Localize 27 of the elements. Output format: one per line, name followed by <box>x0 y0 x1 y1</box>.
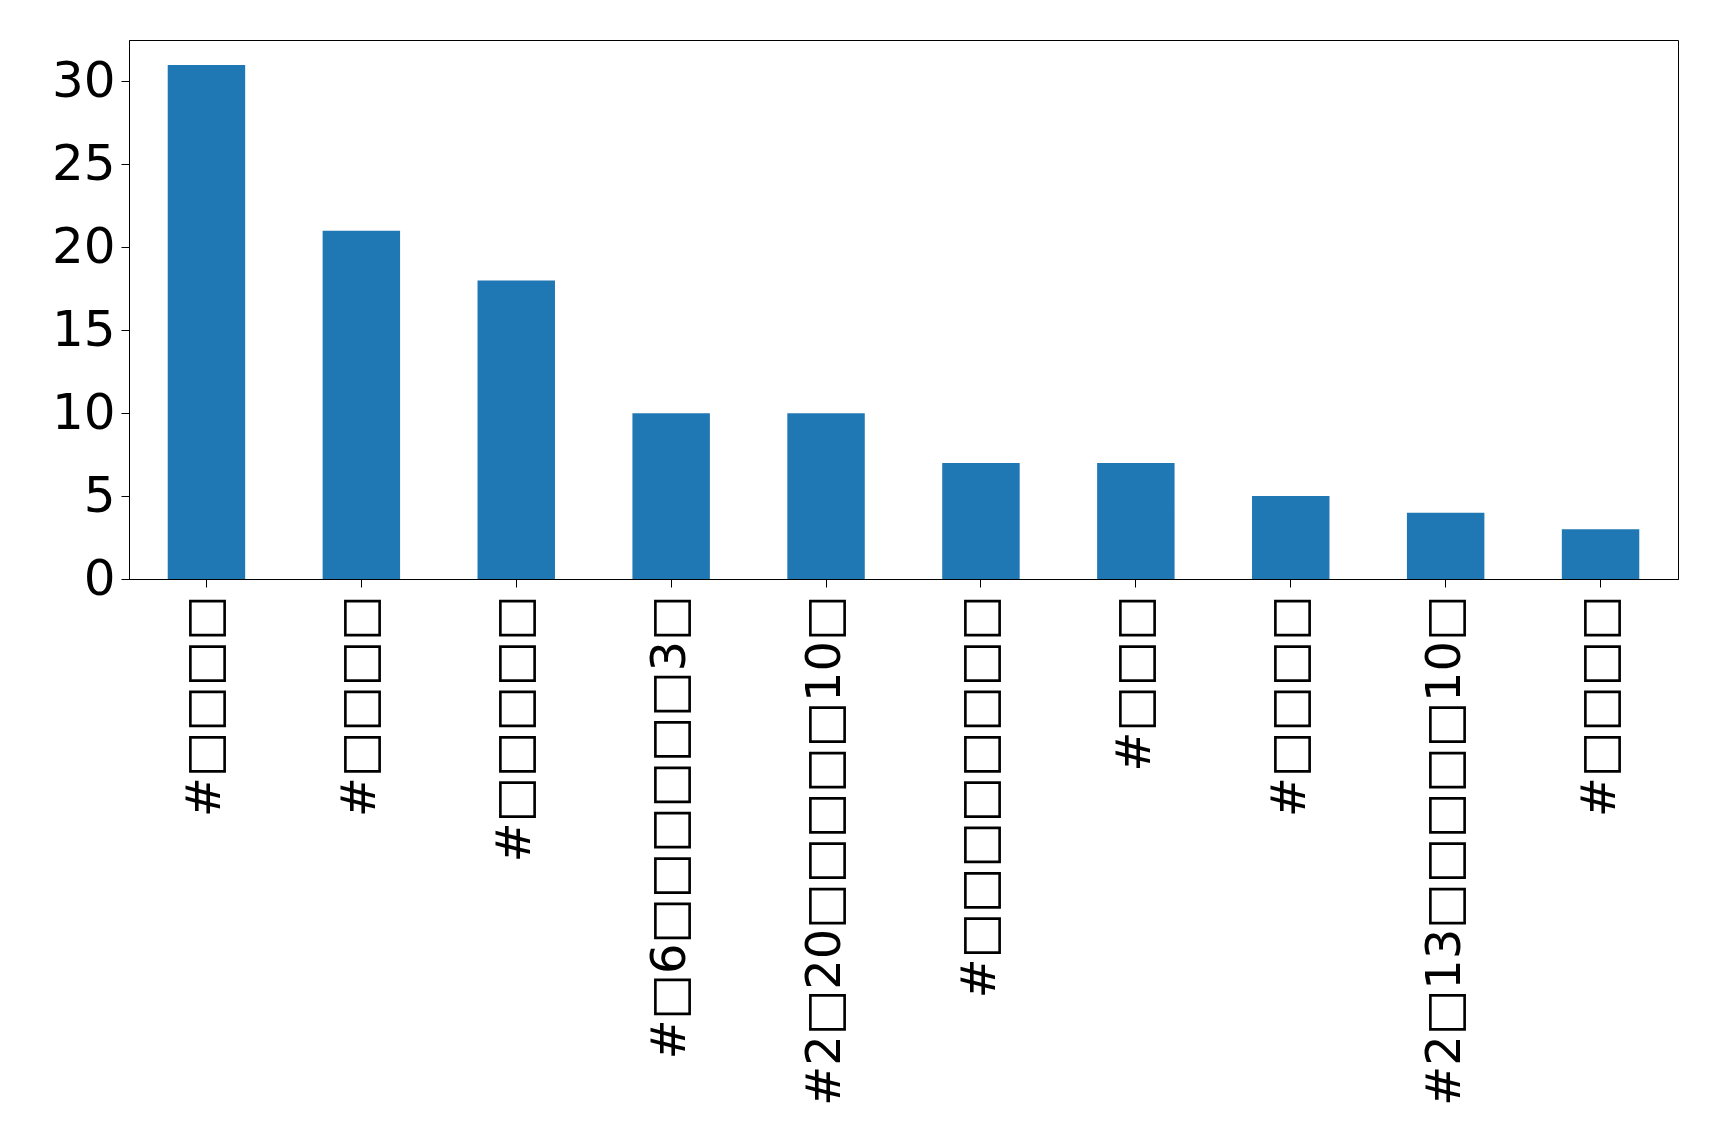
bar <box>1252 496 1330 579</box>
x-tick-label: #□□□□□ <box>485 595 542 863</box>
y-tick-label: 15 <box>51 299 116 358</box>
bar <box>322 230 401 579</box>
y-tick-label: 30 <box>51 50 116 109</box>
bar <box>1097 462 1175 579</box>
x-tick-label: #□□□□ <box>1259 595 1316 818</box>
bar <box>477 280 555 579</box>
x-tick-label: #□□□ <box>1104 595 1161 772</box>
x-tick-label: #2□20□□□□□10□ <box>795 595 852 1106</box>
bar <box>942 462 1020 579</box>
y-tick-label: 10 <box>51 382 116 441</box>
bar <box>1561 529 1640 579</box>
bar <box>167 64 246 579</box>
x-tick-label: #2□13□□□□□10□ <box>1414 595 1471 1106</box>
y-tick-label: 5 <box>83 465 116 524</box>
x-tick-label: #□6□□□□□□3□ <box>640 595 697 1060</box>
x-tick-label: #□□□□ <box>330 595 387 818</box>
y-tick-label: 25 <box>51 133 116 192</box>
bar <box>632 413 710 579</box>
x-tick-label: #□□□□□□□□ <box>949 595 1006 999</box>
x-tick-label: #□□□□ <box>1569 595 1626 818</box>
x-tick-label: #□□□□ <box>175 595 232 818</box>
bar <box>787 413 865 579</box>
y-tick-label: 0 <box>83 548 116 607</box>
bar <box>1406 512 1485 579</box>
y-tick-label: 20 <box>51 216 116 275</box>
